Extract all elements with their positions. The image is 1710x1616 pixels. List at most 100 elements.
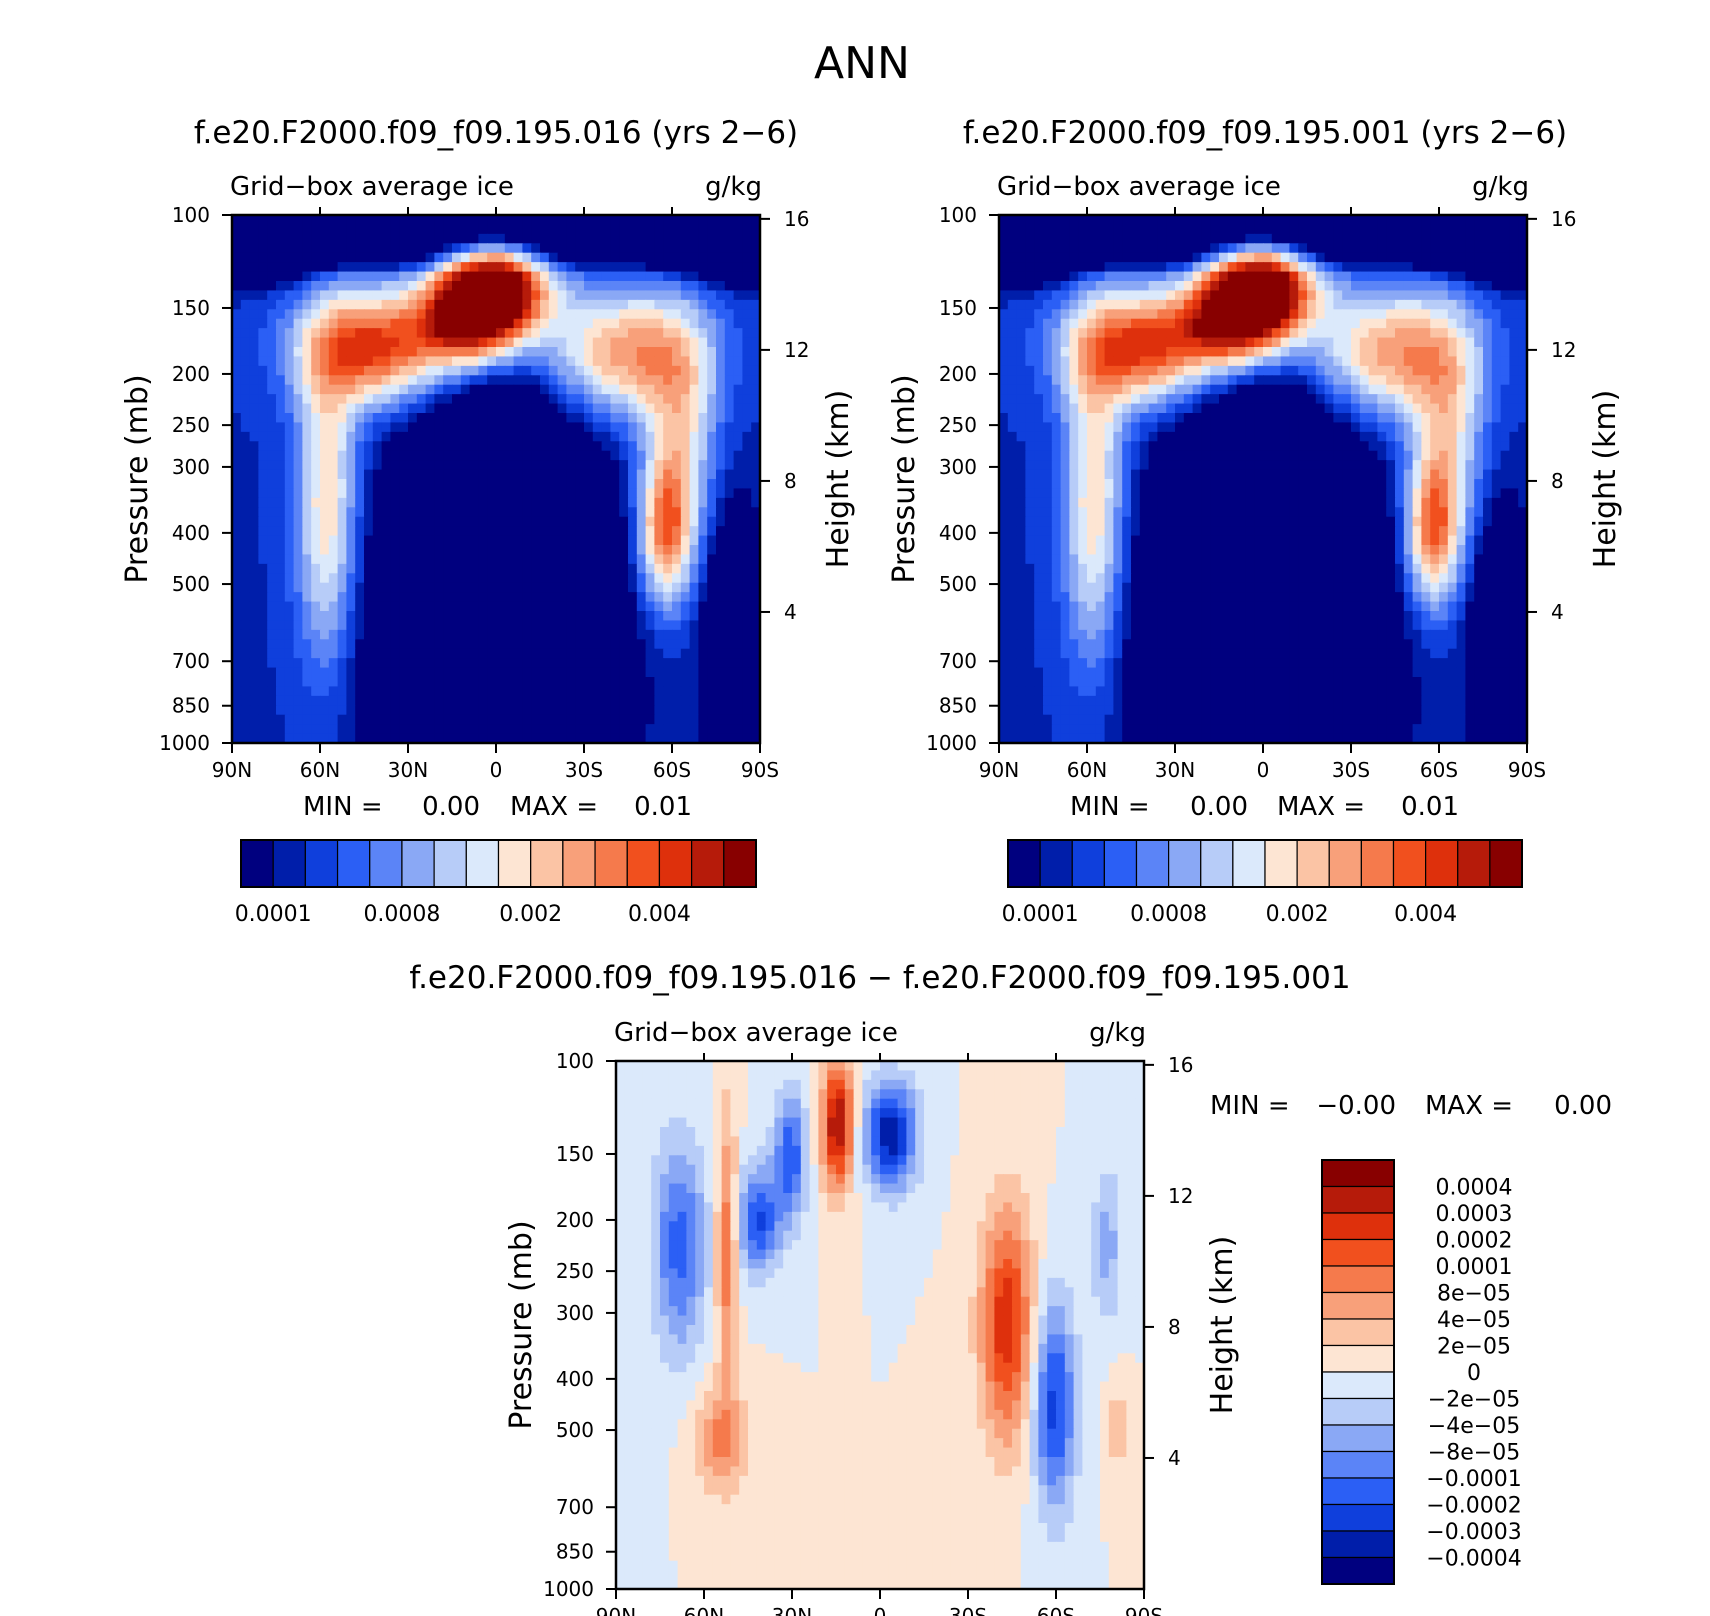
contour-cell	[1148, 356, 1158, 367]
contour-cell	[346, 601, 356, 612]
contour-cell	[249, 403, 259, 414]
contour-cell	[584, 611, 594, 622]
contour-cell	[337, 460, 347, 471]
contour-cell	[1342, 375, 1352, 386]
contour-cell	[1483, 365, 1493, 376]
contour-cell	[267, 677, 277, 688]
contour-cell	[1483, 431, 1493, 442]
contour-cell	[1087, 328, 1097, 339]
contour-cell	[346, 365, 356, 376]
contour-cell	[302, 431, 312, 442]
contour-cell	[1016, 271, 1026, 282]
contour-cell	[240, 639, 251, 650]
contour-cell	[311, 563, 321, 574]
contour-cell	[540, 441, 550, 452]
contour-cell	[460, 290, 471, 301]
contour-cell	[1439, 281, 1449, 292]
contour-cell	[416, 629, 427, 640]
contour-cell	[707, 328, 717, 339]
contour-cell	[1509, 365, 1519, 376]
contour-cell	[1342, 431, 1352, 442]
contour-cell	[999, 394, 1009, 405]
contour-cell	[1175, 252, 1185, 263]
contour-cell	[320, 545, 330, 556]
contour-cell	[425, 582, 435, 593]
contour-cell	[680, 384, 691, 395]
contour-cell	[452, 347, 462, 358]
contour-cell	[716, 658, 726, 669]
contour-cell	[1175, 441, 1185, 452]
contour-cell	[1395, 450, 1405, 461]
contour-cell	[654, 677, 664, 688]
contour-cell	[1395, 215, 1405, 226]
contour-cell	[1087, 450, 1097, 461]
contour-cell	[540, 281, 550, 292]
contour-cell	[496, 479, 506, 490]
contour-cell	[680, 271, 691, 282]
contour-cell	[232, 243, 242, 254]
contour-cell	[1016, 290, 1026, 301]
contour-cell	[496, 611, 506, 622]
contour-cell	[1139, 375, 1150, 386]
contour-cell	[1148, 281, 1158, 292]
contour-cell	[689, 365, 699, 376]
contour-cell	[1069, 375, 1079, 386]
contour-cell	[1016, 403, 1026, 414]
contour-cell	[557, 299, 567, 310]
contour-cell	[452, 488, 462, 499]
contour-cell	[1016, 422, 1026, 433]
contour-cell	[293, 347, 303, 358]
contour-cell	[1113, 328, 1123, 339]
contour-cell	[1166, 233, 1176, 244]
contour-cell	[469, 450, 479, 461]
contour-cell	[1192, 356, 1202, 367]
contour-cell	[513, 422, 523, 433]
contour-cell	[707, 648, 717, 659]
contour-cell	[496, 507, 506, 518]
contour-cell	[1386, 215, 1396, 226]
contour-cell	[232, 582, 242, 593]
contour-cell	[1139, 450, 1150, 461]
contour-cell	[434, 347, 444, 358]
contour-cell	[284, 413, 295, 424]
contour-cell	[372, 460, 383, 471]
contour-cell	[328, 281, 339, 292]
contour-cell	[1377, 215, 1387, 226]
contour-cell	[443, 347, 453, 358]
contour-cell	[258, 677, 268, 688]
contour-cell	[628, 243, 638, 254]
contour-cell	[469, 281, 479, 292]
contour-cell	[1192, 215, 1202, 226]
contour-cell	[408, 375, 418, 386]
contour-cell	[249, 347, 259, 358]
contour-cell	[522, 224, 532, 235]
contour-cell	[1412, 450, 1422, 461]
contour-cell	[672, 318, 682, 329]
contour-cell	[381, 497, 391, 508]
contour-cell	[1474, 290, 1484, 301]
contour-cell	[284, 290, 295, 301]
contour-cell	[240, 252, 251, 263]
contour-cell	[1289, 318, 1299, 329]
contour-cell	[698, 460, 708, 471]
contour-cell	[601, 479, 611, 490]
contour-cell	[258, 413, 268, 424]
contour-cell	[1245, 243, 1255, 254]
contour-cell	[592, 469, 603, 480]
contour-cell	[302, 695, 312, 706]
contour-cell	[434, 695, 444, 706]
contour-cell	[592, 497, 603, 508]
colorbar-box	[497, 839, 532, 888]
contour-cell	[1395, 375, 1405, 386]
contour-cell	[645, 290, 655, 301]
contour-cell	[1324, 215, 1334, 226]
contour-cell	[698, 582, 708, 593]
contour-cell	[548, 403, 559, 414]
contour-cell	[1087, 431, 1097, 442]
contour-cell	[364, 328, 374, 339]
contour-cell	[276, 413, 286, 424]
contour-cell	[372, 563, 383, 574]
contour-cell	[1263, 252, 1273, 263]
contour-cell	[276, 356, 286, 367]
contour-cell	[1474, 262, 1484, 273]
